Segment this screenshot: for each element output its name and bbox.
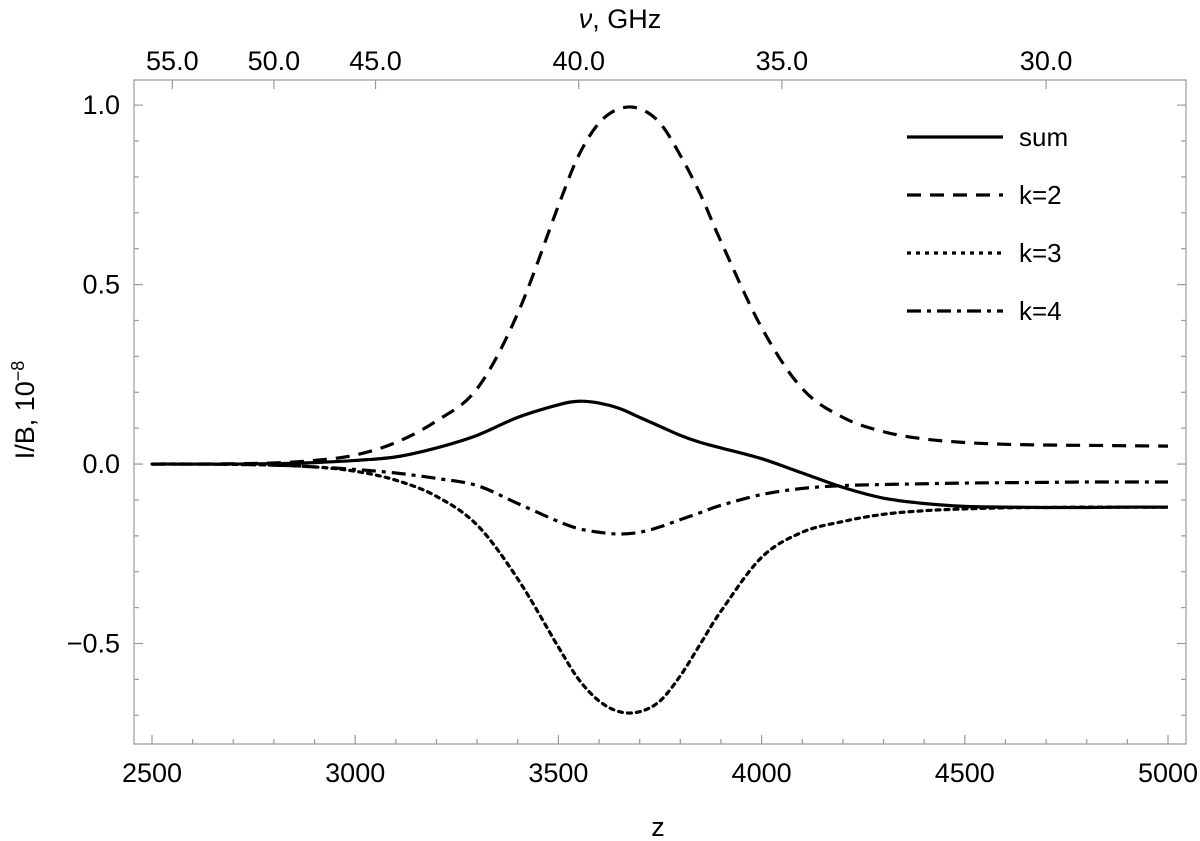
series-line-k=3	[150, 462, 1170, 715]
x-tick-label: 4500	[935, 758, 995, 788]
x-tick-label: 4000	[732, 758, 792, 788]
top-tick-label: 40.0	[552, 46, 605, 76]
plot-frame	[133, 79, 1187, 745]
y-tick-label: 0.0	[82, 449, 120, 479]
top-tick-label: 35.0	[756, 46, 809, 76]
x-axis-label: z	[651, 812, 665, 841]
top-axis-label-var: ν	[579, 4, 593, 34]
series-line-sum	[152, 399, 1169, 510]
legend-label: k=4	[1019, 296, 1062, 326]
top-axis-label: ν, GHz	[579, 4, 662, 34]
y-axis-label-exponent: −8	[8, 361, 28, 382]
y-axis-label: I/B, 10−8	[8, 361, 40, 460]
y-tick-label: 0.5	[82, 270, 120, 300]
top-tick-label: 50.0	[248, 46, 301, 76]
y-axis-label-text: I/B, 10	[10, 381, 40, 459]
top-axis-label-unit: , GHz	[592, 4, 661, 34]
x-tick-label: 3000	[325, 758, 385, 788]
series-line-k=2	[151, 105, 1169, 466]
legend-label: k=2	[1019, 180, 1062, 210]
top-tick-label: 55.0	[146, 46, 199, 76]
legend: sum k=2 k=3 k=4	[907, 122, 1068, 326]
legend-label: k=3	[1019, 238, 1062, 268]
series-lines	[150, 105, 1170, 715]
x-tick-label: 2500	[122, 758, 182, 788]
x-tick-label: 3500	[528, 758, 588, 788]
top-tick-label: 45.0	[349, 46, 402, 76]
series-line-k=4	[151, 462, 1168, 536]
axis-ticks	[134, 80, 1186, 744]
y-tick-label: −0.5	[67, 629, 120, 659]
top-tick-label: 30.0	[1020, 46, 1073, 76]
y-tick-label: 1.0	[82, 90, 120, 120]
axis-tick-labels: 2500 3000 3500 4000 4500 5000 −0.5 0.0 0.5 1.0 55.…	[67, 46, 1198, 788]
x-tick-label: 5000	[1138, 758, 1198, 788]
legend-label: sum	[1019, 122, 1068, 152]
